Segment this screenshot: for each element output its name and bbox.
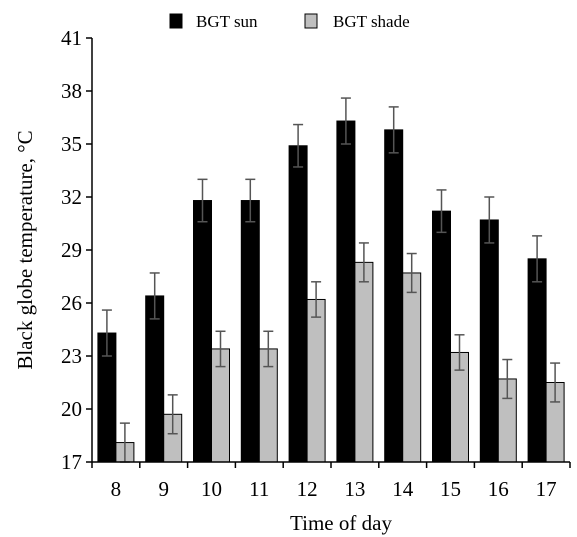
bar-sun: [145, 295, 165, 463]
legend-swatch-sun: [169, 13, 183, 29]
bar-shade: [354, 261, 374, 463]
y-tick-label: 17: [61, 450, 82, 474]
y-tick-label: 26: [61, 291, 82, 315]
bar-sun: [336, 120, 356, 463]
plot-area: [97, 97, 565, 463]
x-tick-label: 12: [297, 477, 318, 501]
y-tick-label: 29: [61, 238, 82, 262]
bar-sun: [479, 219, 499, 463]
bar-shade: [402, 272, 422, 463]
y-tick-label: 32: [61, 185, 82, 209]
x-tick-label: 15: [440, 477, 461, 501]
bar-sun: [432, 210, 451, 463]
bar-sun: [288, 145, 308, 463]
x-tick-label: 16: [488, 477, 509, 501]
x-tick-label: 13: [344, 477, 365, 501]
chart-legend: BGT sun BGT shade: [169, 12, 410, 31]
x-tick-label: 14: [392, 477, 414, 501]
bar-sun: [240, 200, 260, 463]
legend-swatch-shade: [304, 13, 318, 29]
bar-shade: [306, 298, 326, 463]
y-tick-label: 38: [61, 79, 82, 103]
x-axis-title: Time of day: [290, 511, 392, 535]
legend-label-shade: BGT shade: [333, 12, 410, 31]
legend-label-sun: BGT sun: [196, 12, 258, 31]
x-tick-label: 8: [111, 477, 122, 501]
x-tick-label: 9: [158, 477, 169, 501]
axes: 17 20 23 26 29 32 35 38 41 8 9 10 11 12 13 14 15 16 17: [61, 26, 571, 501]
bar-sun: [384, 129, 404, 463]
bar-sun: [193, 200, 212, 463]
y-tick-label: 41: [61, 26, 82, 50]
x-tick-label: 11: [249, 477, 269, 501]
x-tick-label: 10: [201, 477, 222, 501]
y-axis-title: Black globe temperature, °C: [13, 130, 37, 369]
y-tick-label: 20: [61, 397, 82, 421]
y-tick-label: 35: [61, 132, 82, 156]
y-tick-label: 23: [61, 344, 82, 368]
x-tick-label: 17: [536, 477, 557, 501]
bar-sun: [527, 258, 547, 463]
